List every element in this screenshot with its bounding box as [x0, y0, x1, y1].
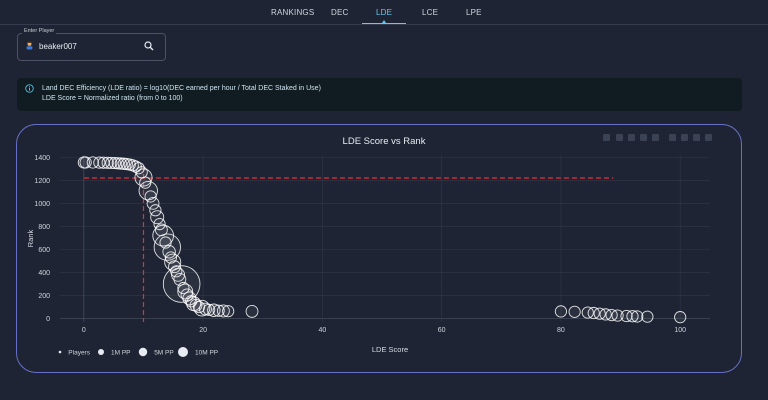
tab-dec[interactable]: DEC: [331, 8, 349, 17]
scatter-point: [641, 310, 654, 323]
autoscale-icon[interactable]: [693, 134, 700, 141]
scatter-point: [150, 210, 165, 225]
scatter-point: [164, 251, 178, 264]
legend-marker: [138, 347, 148, 357]
scatter-point: [86, 156, 99, 169]
info-score-text: LDE Score = Normalized ratio (from 0 to …: [42, 95, 183, 102]
y-tick-label: 1000: [34, 201, 50, 208]
scatter-point: [139, 176, 152, 189]
info-formula-text: Land DEC Efficiency (LDE ratio) = log10(…: [42, 85, 321, 92]
zoom-icon[interactable]: [616, 134, 623, 141]
y-axis-title: Rank: [26, 229, 35, 247]
player-input-value[interactable]: beaker007: [39, 42, 77, 51]
y-tick-label: 600: [38, 247, 50, 254]
x-tick-label: 100: [674, 327, 686, 334]
scatter-point: [105, 156, 118, 170]
zoom-out-icon[interactable]: [681, 134, 688, 141]
active-tab-caret-icon: [382, 20, 386, 23]
x-tick-label: 0: [82, 327, 86, 334]
active-tab-indicator: [362, 23, 406, 24]
box-select-icon[interactable]: [640, 134, 647, 141]
scatter-point: [162, 265, 201, 303]
tab-lce[interactable]: LCE: [422, 8, 439, 17]
scatter-point: [568, 305, 581, 318]
scatter-point: [631, 310, 644, 323]
legend-label: Players: [68, 349, 90, 356]
chart-card: [16, 124, 742, 373]
legend-label: 1M PP: [111, 349, 131, 356]
scatter-point: [212, 304, 225, 317]
x-axis-title: LDE Score: [372, 345, 408, 354]
info-banner: [17, 78, 742, 111]
scatter-point: [554, 305, 568, 318]
player-avatar-icon: [26, 41, 33, 50]
chart-title: LDE Score vs Rank: [342, 136, 426, 147]
legend-label: 5M PP: [154, 349, 174, 356]
y-tick-label: 1400: [34, 155, 50, 162]
pan-icon[interactable]: [628, 134, 635, 141]
info-icon: [25, 84, 34, 93]
scatter-point: [144, 190, 157, 203]
player-input-label: Enter Player: [22, 28, 57, 34]
search-icon[interactable]: [144, 41, 154, 51]
legend-marker: [178, 347, 188, 357]
scatter-point: [245, 304, 259, 318]
tab-lpe[interactable]: LPE: [466, 8, 482, 17]
scatter-point: [146, 196, 160, 210]
scatter-point: [626, 310, 639, 323]
scatter-point: [202, 303, 216, 316]
legend-marker: [98, 349, 104, 355]
y-tick-label: 200: [38, 293, 50, 300]
reset-axes-icon[interactable]: [705, 134, 712, 141]
scatter-point: [611, 309, 624, 322]
y-tick-label: 400: [38, 270, 50, 277]
camera-icon[interactable]: [603, 134, 610, 141]
y-tick-label: 800: [38, 224, 50, 231]
player-input-field[interactable]: [17, 33, 166, 61]
legend-marker: [58, 350, 62, 354]
chart-modebar: [603, 134, 733, 144]
x-tick-label: 20: [199, 327, 207, 334]
x-tick-label: 60: [438, 327, 446, 334]
scatter-point: [207, 303, 221, 317]
top-navigation: RANKINGS DEC LDE LCE LPE: [0, 0, 768, 25]
scatter-point: [171, 267, 186, 282]
scatter-point: [222, 305, 235, 318]
y-tick-label: 1200: [34, 178, 50, 185]
y-tick-label: 0: [46, 316, 50, 323]
zoom-in-icon[interactable]: [669, 134, 676, 141]
scatter-point: [199, 302, 212, 316]
scatter-point: [674, 311, 687, 324]
scatter-point: [193, 299, 211, 317]
x-tick-label: 80: [557, 327, 565, 334]
tab-lde[interactable]: LDE: [376, 8, 393, 17]
scatter-point: [216, 304, 230, 318]
legend-label: 10M PP: [195, 349, 218, 356]
scatter-point: [79, 156, 92, 169]
tab-rankings[interactable]: RANKINGS: [271, 8, 315, 17]
lasso-select-icon[interactable]: [652, 134, 659, 141]
x-tick-label: 40: [318, 327, 326, 334]
